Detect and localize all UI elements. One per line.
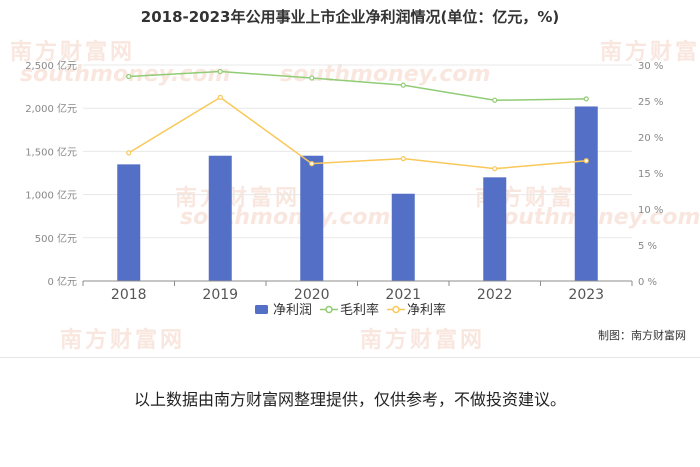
line-point — [492, 97, 498, 103]
line-point — [583, 158, 589, 164]
chart: 0 亿元 500 亿元 1,000 亿元 1,500 亿元 2,000 亿元 2,500 … — [25, 59, 663, 318]
x-tick-label: 2021 — [385, 287, 421, 303]
bar — [391, 193, 415, 281]
legend: 净利润 毛利率 净利率 — [255, 302, 446, 318]
line-point — [400, 156, 406, 162]
footer-note: 以上数据由南方财富网整理提供，仅供参考，不做投资建议。 — [133, 390, 566, 409]
series-line — [128, 70, 587, 102]
y-right-tick-label: 5 % — [638, 241, 657, 252]
grid-lines — [83, 64, 632, 239]
chart-credit: 制图：南方财富网 — [598, 329, 686, 342]
line-series — [126, 68, 589, 172]
chart-panel: 南方财富网 南方财富网 南方财富网 南方财富网 南方财富网 南方财富网 sout… — [0, 8, 700, 358]
x-tick-label: 2020 — [294, 287, 330, 303]
bar — [208, 155, 232, 281]
y-right-tick-label: 0 % — [638, 277, 657, 288]
y-right-tick-label: 20 % — [638, 133, 663, 144]
legend-label: 净利润 — [273, 303, 312, 318]
bar — [117, 164, 141, 281]
legend-label: 净利率 — [407, 302, 446, 318]
x-tick-label: 2018 — [111, 287, 147, 303]
y-left-tick-label: 0 亿元 — [47, 275, 77, 288]
legend-swatch — [392, 305, 400, 314]
legend-swatch — [255, 305, 268, 314]
line-point — [492, 166, 498, 172]
bar — [300, 155, 324, 281]
legend-label: 毛利率 — [340, 302, 379, 318]
legend-swatch — [325, 305, 333, 314]
y-right-tick-label: 25 % — [638, 97, 663, 108]
x-tick-label: 2019 — [202, 287, 238, 303]
chart-title: 2018-2023年公用事业上市企业净利润情况(单位：亿元，%) — [140, 8, 560, 26]
x-tick-label: 2023 — [568, 287, 604, 303]
series-line — [128, 96, 587, 170]
x-tick-label: 2022 — [477, 287, 513, 303]
y-right-tick-label: 15 % — [638, 169, 663, 180]
line-point — [217, 68, 223, 75]
line-point — [583, 96, 589, 102]
line-point — [309, 75, 315, 81]
bar — [574, 106, 598, 281]
y-left-tick-label: 1,000 亿元 — [25, 189, 77, 202]
y-right-tick-label: 10 % — [638, 205, 663, 216]
y-left-tick-label: 2,500 亿元 — [25, 59, 77, 72]
line-point — [126, 73, 132, 80]
y-right-tick-label: 30 % — [638, 61, 663, 72]
bar-series — [117, 106, 598, 281]
y-left-tick-label: 2,000 亿元 — [25, 102, 77, 115]
y-left-tick-label: 500 亿元 — [35, 232, 77, 245]
axes: 0 亿元 500 亿元 1,000 亿元 1,500 亿元 2,000 亿元 2,500 … — [25, 59, 663, 303]
line-point — [217, 94, 223, 101]
line-point — [126, 150, 132, 156]
line-point — [400, 82, 406, 88]
bar — [483, 177, 507, 281]
line-point — [309, 161, 315, 167]
y-left-tick-label: 1,500 亿元 — [25, 145, 77, 158]
